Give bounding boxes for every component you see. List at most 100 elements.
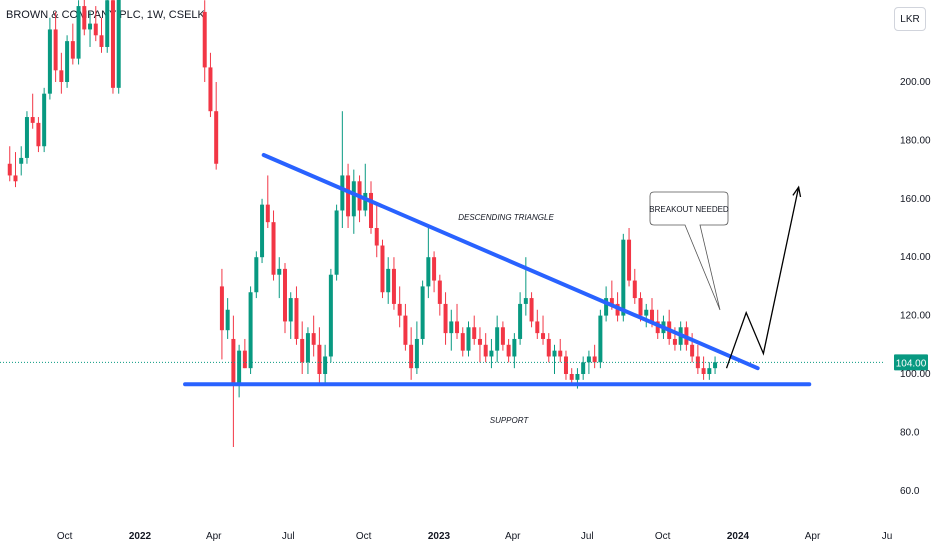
candle-body	[36, 122, 41, 147]
candle	[231, 315, 236, 447]
candle-body	[644, 309, 649, 316]
candle	[386, 257, 391, 304]
candle-body	[552, 350, 557, 357]
candle-body	[59, 70, 64, 82]
candle	[311, 315, 316, 357]
candle	[695, 344, 700, 374]
candle	[495, 315, 500, 363]
candle-body	[202, 11, 207, 68]
projection-path	[725, 186, 800, 369]
candle-body	[518, 303, 523, 339]
candle	[76, 0, 81, 65]
candle-body	[638, 298, 643, 316]
candle	[265, 175, 270, 228]
candle	[328, 268, 333, 363]
candle	[391, 257, 396, 310]
callout-text: BREAKOUT NEEDED	[649, 205, 729, 214]
candle	[323, 344, 328, 386]
candle	[334, 204, 339, 281]
candle-body	[455, 321, 460, 334]
candle-body	[672, 338, 677, 345]
x-tick-label: Oct	[57, 531, 73, 542]
y-tick-label: 160.00	[900, 194, 931, 205]
candle-body	[500, 327, 505, 345]
candle-body	[311, 333, 316, 345]
candle	[518, 292, 523, 345]
candle	[460, 327, 465, 357]
candle-body	[88, 23, 93, 30]
candle-body	[466, 327, 471, 351]
candle	[242, 338, 247, 369]
candle-body	[512, 338, 517, 357]
candle	[512, 333, 517, 369]
candle	[93, 6, 98, 42]
candle-body	[93, 23, 98, 36]
candle	[449, 309, 454, 351]
candle-body	[575, 374, 580, 380]
candle	[88, 11, 93, 47]
candle-body	[397, 303, 402, 316]
candle-body	[506, 344, 511, 357]
candle-body	[99, 35, 104, 47]
x-tick-label: Jul	[581, 531, 594, 542]
candle-body	[277, 268, 282, 275]
candle-body	[581, 362, 586, 374]
candle	[271, 210, 276, 281]
candle	[432, 251, 437, 293]
candle-body	[604, 298, 609, 316]
candle	[541, 315, 546, 345]
candle	[70, 23, 75, 65]
candle	[260, 198, 265, 264]
currency-badge[interactable]: LKR	[894, 7, 926, 31]
x-tick-label: Apr	[206, 531, 222, 542]
candle-body	[569, 374, 574, 380]
candle	[282, 263, 287, 334]
candle-body	[380, 245, 385, 293]
candle-body	[432, 257, 437, 281]
candle	[13, 152, 18, 188]
candle-body	[472, 327, 477, 339]
candle-body	[437, 280, 442, 304]
candle	[489, 338, 494, 369]
candle-body	[701, 368, 706, 374]
candle	[202, 0, 207, 82]
last-price-tag	[894, 354, 928, 371]
candle-body	[649, 309, 654, 322]
candle	[254, 251, 259, 299]
candle-body	[323, 356, 328, 374]
annotations: DESCENDING TRIANGLE SUPPORT BREAKOUT NEEDE…	[458, 191, 729, 425]
x-tick-label: 2022	[129, 531, 152, 542]
x-axis: Oct 2022 Apr Jul Oct 2023 Apr Jul Oct 2024 Apr Ju	[57, 531, 893, 542]
candle-body	[592, 356, 597, 363]
candle	[288, 292, 293, 339]
candle	[346, 163, 351, 228]
y-tick-label: 100.00	[900, 369, 931, 380]
candle-body	[351, 181, 356, 217]
candle-body	[248, 292, 253, 369]
candle-body	[260, 204, 265, 258]
candle-body	[214, 111, 219, 164]
candle-body	[586, 356, 591, 363]
candle	[305, 327, 310, 374]
candle-body	[282, 268, 287, 322]
y-axis: 200.00 180.00 160.00 140.00 120.00 100.00 80.0…	[900, 77, 931, 497]
candle-body	[42, 93, 47, 147]
candle	[214, 82, 219, 170]
candle-body	[460, 333, 465, 351]
y-tick-label: 60.0	[900, 486, 920, 497]
candle-body	[495, 327, 500, 351]
candle-body	[409, 344, 414, 369]
candle	[277, 257, 282, 299]
candle-body	[317, 344, 322, 374]
candle	[82, 0, 87, 36]
candle-body	[523, 298, 528, 304]
candle-body	[219, 286, 224, 331]
x-tick-label: 2024	[727, 531, 750, 542]
candle-body	[24, 117, 29, 158]
candle	[506, 338, 511, 363]
candle-body	[328, 274, 333, 357]
candle	[426, 228, 431, 299]
candle-body	[546, 338, 551, 357]
candle	[351, 169, 356, 234]
